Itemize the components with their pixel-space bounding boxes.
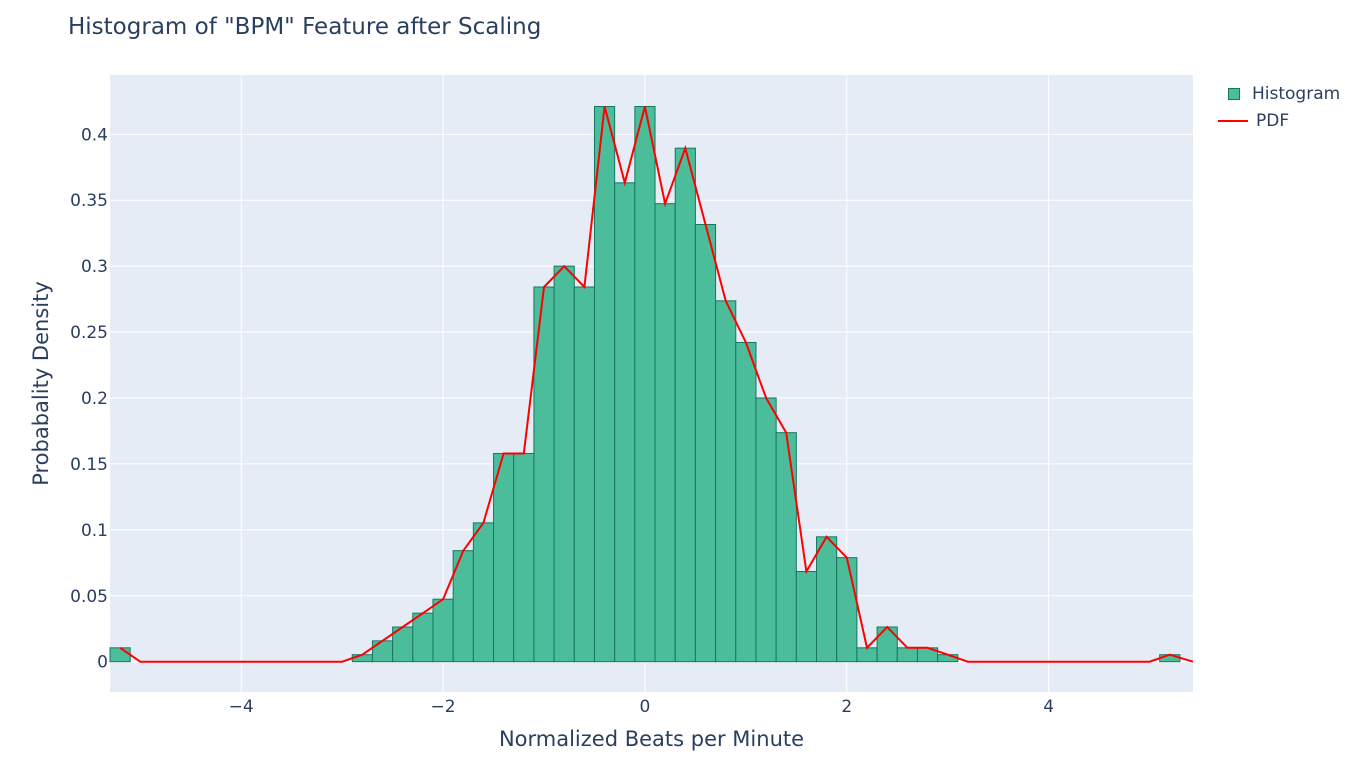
histogram-bar	[735, 341, 757, 663]
legend-histogram-label: Histogram	[1252, 84, 1341, 104]
pdf-line	[119, 106, 1194, 663]
histogram-bar	[816, 536, 838, 663]
y-tick-label: 0.2	[81, 389, 108, 409]
histogram-bar	[795, 571, 818, 663]
histogram-bar	[876, 626, 898, 663]
histogram-bar	[715, 300, 737, 663]
x-tick-label: 0	[640, 697, 651, 717]
legend-pdf-swatch	[1218, 120, 1248, 122]
histogram-bar	[755, 397, 777, 663]
chart-title: Histogram of "BPM" Feature after Scaling	[68, 14, 542, 40]
histogram-bar	[593, 106, 616, 663]
legend-item-pdf[interactable]: PDF	[1218, 110, 1289, 132]
y-tick-label: 0.1	[81, 521, 108, 541]
histogram-bars	[109, 106, 1181, 663]
histogram-bar	[836, 557, 858, 663]
x-tick-label: 2	[841, 697, 852, 717]
x-axis-ticks: −4 −2 0 2 4	[229, 697, 1054, 717]
y-tick-label: 0.25	[70, 323, 108, 343]
x-axis-title: Normalized Beats per Minute	[499, 727, 804, 751]
histogram-bar	[896, 647, 918, 663]
histogram-bar	[775, 432, 797, 663]
histogram-bar	[412, 612, 434, 663]
histogram-bar	[513, 453, 535, 663]
x-tick-label: 4	[1043, 697, 1054, 717]
legend-histogram-swatch	[1228, 88, 1240, 100]
histogram-bar	[432, 598, 454, 663]
histogram-bar	[553, 265, 575, 663]
histogram-bar	[674, 147, 696, 663]
y-tick-label: 0.05	[70, 587, 108, 607]
y-axis-ticks: 0 0.05 0.1 0.15 0.2 0.25 0.3 0.35 0.4	[70, 125, 108, 672]
histogram-bar	[654, 203, 676, 663]
y-tick-label: 0	[97, 653, 108, 673]
histogram-bar	[493, 453, 515, 663]
legend-pdf-label: PDF	[1256, 111, 1290, 131]
histogram-bar	[614, 182, 636, 663]
histogram-bar	[573, 286, 595, 663]
y-tick-label: 0.4	[81, 125, 108, 145]
y-axis-title: Probabality Density	[29, 281, 53, 486]
histogram-bar	[371, 640, 394, 663]
histogram-bar	[472, 522, 495, 663]
histogram-bar	[856, 647, 878, 663]
y-tick-label: 0.3	[81, 257, 108, 277]
x-tick-label: −2	[431, 697, 456, 717]
y-tick-label: 0.35	[70, 191, 108, 211]
y-tick-label: 0.15	[70, 455, 108, 475]
histogram-bar	[694, 224, 717, 663]
histogram-bar	[634, 106, 656, 663]
x-tick-label: −4	[229, 697, 254, 717]
histogram-bar	[109, 647, 131, 663]
legend-item-histogram[interactable]: Histogram	[1218, 83, 1340, 105]
